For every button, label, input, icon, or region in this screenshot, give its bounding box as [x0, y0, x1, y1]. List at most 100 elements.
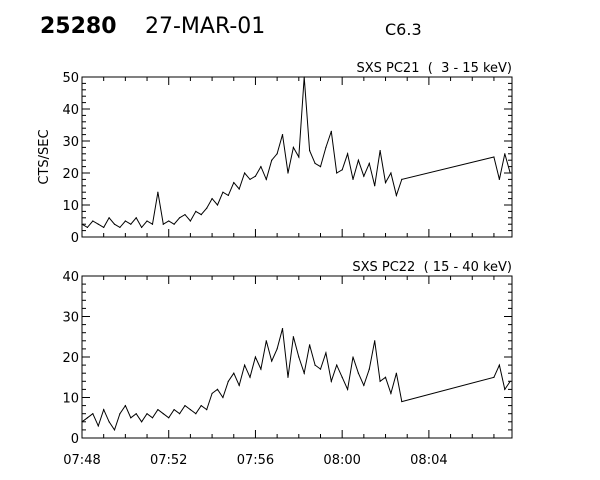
- data-point: [314, 364, 316, 366]
- data-point: [390, 392, 392, 395]
- data-point: [238, 384, 240, 386]
- data-point: [363, 175, 365, 177]
- data-point: [498, 364, 500, 366]
- data-point: [395, 194, 397, 196]
- data-point: [119, 226, 121, 228]
- y-tick-label: 20: [62, 351, 79, 366]
- data-point: [379, 380, 381, 382]
- data-point: [265, 178, 267, 180]
- data-point: [130, 223, 132, 225]
- x-tick-label: 07:56: [237, 453, 274, 468]
- data-point: [211, 198, 213, 200]
- data-point: [151, 417, 154, 419]
- data-point: [86, 226, 89, 228]
- data-point: [379, 150, 381, 152]
- data-point: [330, 130, 332, 132]
- data-point: [173, 223, 175, 225]
- data-point: [184, 405, 186, 407]
- data-point: [146, 413, 148, 415]
- data-point: [97, 425, 99, 427]
- data-point: [374, 340, 376, 342]
- data-point: [341, 376, 343, 378]
- data-point: [254, 356, 257, 358]
- data-point: [374, 185, 376, 187]
- panel-1: 0 10 20 30 40 50 SXS PC21 ( 3 - 15 keV) CTS/SEC: [37, 61, 513, 246]
- data-point: [384, 376, 387, 378]
- data-point: [141, 226, 143, 228]
- data-point: [178, 413, 181, 415]
- data-point: [281, 328, 284, 330]
- data-point: [189, 409, 192, 411]
- data-point: [292, 146, 294, 148]
- data-point: [303, 372, 305, 374]
- data-point: [119, 413, 121, 415]
- data-point: [346, 388, 349, 390]
- x-tick-label: 08:00: [323, 453, 360, 468]
- data-point: [195, 413, 197, 415]
- data-point: [244, 364, 246, 366]
- data-point: [325, 352, 327, 354]
- data-point: [189, 220, 192, 222]
- data-point: [271, 159, 273, 161]
- data-point: [363, 384, 365, 386]
- data-point: [276, 153, 278, 155]
- data-point: [206, 409, 208, 411]
- data-point: [168, 220, 170, 222]
- data-point: [81, 223, 83, 225]
- data-point: [509, 380, 511, 382]
- data-point: [233, 182, 235, 184]
- data-point: [357, 159, 360, 161]
- data-point: [504, 153, 506, 155]
- data-point: [319, 368, 322, 370]
- data-point: [92, 413, 94, 415]
- data-point: [146, 220, 148, 222]
- y-tick-label: 40: [62, 103, 79, 118]
- data-point: [352, 356, 354, 358]
- data-point: [314, 162, 316, 164]
- data-point: [249, 376, 251, 378]
- data-point: [401, 178, 403, 180]
- y-axis-label: CTS/SEC: [37, 129, 52, 184]
- data-point: [103, 226, 105, 228]
- data-point: [244, 172, 246, 174]
- y-tick-label: 20: [62, 167, 79, 182]
- data-point: [86, 417, 89, 419]
- data-point: [390, 172, 392, 174]
- data-point: [97, 223, 99, 225]
- data-point: [309, 150, 311, 152]
- data-point: [216, 204, 219, 206]
- data-point: [336, 172, 338, 174]
- y-tick-label: 0: [71, 432, 79, 447]
- data-point: [298, 356, 300, 358]
- data-point: [309, 344, 311, 346]
- data-point: [292, 336, 294, 338]
- data-point: [151, 223, 154, 225]
- data-point: [504, 388, 506, 390]
- data-point: [227, 380, 229, 382]
- data-point: [157, 409, 159, 411]
- data-point: [509, 172, 511, 174]
- series-line: [81, 328, 511, 432]
- data-point: [281, 134, 284, 136]
- data-point: [287, 376, 289, 378]
- data-point: [200, 214, 202, 216]
- data-point: [493, 156, 495, 158]
- data-point: [173, 409, 175, 411]
- data-point: [352, 178, 354, 180]
- data-point: [336, 364, 338, 366]
- data-point: [233, 372, 235, 374]
- y-tick-label: 30: [62, 135, 79, 150]
- event-date: 27-MAR-01: [145, 14, 266, 39]
- data-point: [341, 169, 343, 171]
- data-point: [162, 223, 164, 225]
- y-tick-label: 40: [62, 270, 79, 285]
- panel-title: SXS PC22 ( 15 - 40 keV): [352, 260, 512, 275]
- flare-class: C6.3: [385, 20, 422, 39]
- x-tick-label: 07:52: [150, 453, 187, 468]
- data-point: [103, 409, 105, 411]
- data-point: [211, 392, 213, 395]
- data-point: [81, 421, 83, 423]
- data-point: [298, 156, 300, 158]
- data-point: [108, 217, 110, 219]
